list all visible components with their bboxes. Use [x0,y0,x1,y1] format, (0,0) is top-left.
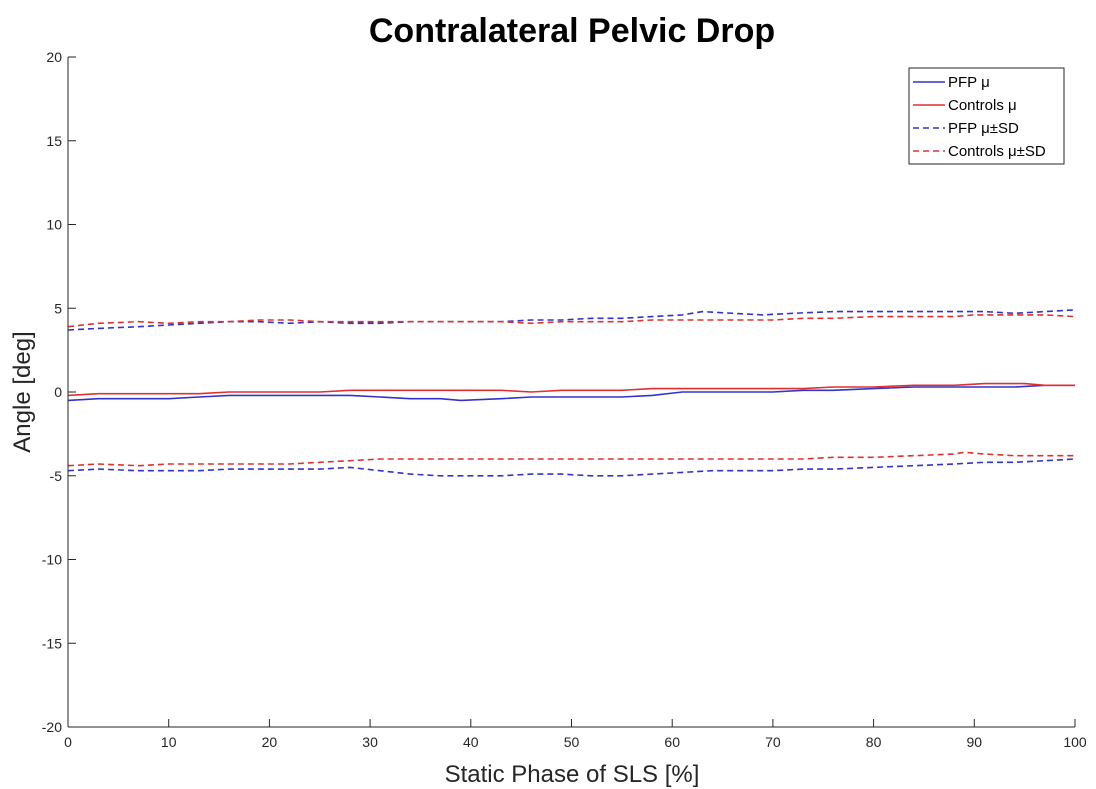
series-line-1 [67,382,1075,397]
y-tick-label: -20 [42,719,62,735]
chart-title: Contralateral Pelvic Drop [369,12,775,50]
x-tick-label: 20 [262,734,278,750]
series-line-3 [67,458,1076,477]
x-tick-label: 30 [362,734,378,750]
y-tick-label: 5 [54,300,62,316]
y-tick-label: 20 [46,49,62,65]
y-tick-label: 15 [46,133,62,149]
x-ticks: 0 10 20 30 40 50 60 70 80 90 100 [64,719,1087,750]
y-tick-label: -10 [42,552,62,568]
x-tick-label: 100 [1063,734,1087,750]
x-tick-label: 80 [866,734,882,750]
legend-label: PFP μ [948,74,990,91]
legend: PFP μ Controls μ PFP μ±SD Controls μ±SD [908,67,1065,165]
legend-box [908,67,1065,165]
legend-label: Controls μ±SD [948,143,1046,160]
series-line-0 [67,384,1075,402]
x-tick-label: 40 [463,734,479,750]
y-axis-label: Angle [deg] [9,331,36,452]
x-tick-label: 50 [564,734,580,750]
y-ticks: 20 15 10 5 0 -5 -10 -15 -20 [42,49,76,735]
y-tick-label: -5 [50,468,63,484]
y-tick-label: 10 [46,217,62,233]
x-tick-label: 60 [664,734,680,750]
x-tick-label: 0 [64,734,72,750]
series-group [67,309,1076,477]
x-tick-label: 70 [765,734,781,750]
x-axis-label: Static Phase of SLS [%] [445,761,700,788]
x-tick-label: 10 [161,734,177,750]
plot-area: 0 10 20 30 40 50 60 70 80 90 100 20151050-5-10-15-… [42,49,1087,750]
legend-label: Controls μ [948,97,1017,114]
legend-label: PFP μ±SD [948,120,1019,137]
y-tick-label: -15 [42,635,62,651]
y-tick-label: 0 [54,384,62,400]
x-tick-label: 90 [967,734,983,750]
legend-items: PFP μ Controls μ PFP μ±SD Controls μ±SD [913,74,1046,160]
